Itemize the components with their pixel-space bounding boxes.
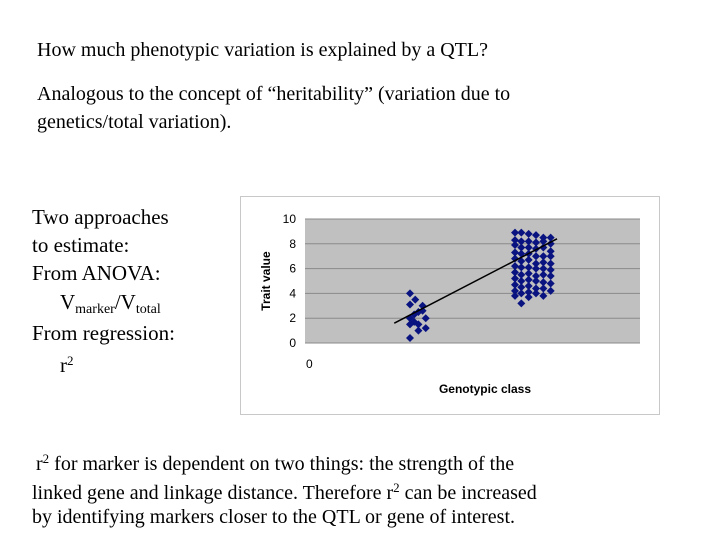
data-point-2-27 (524, 255, 533, 264)
data-point-2-30 (546, 259, 555, 268)
data-point-2-52 (532, 284, 540, 293)
data-point-2-49 (511, 280, 519, 289)
r-superscript: 2 (67, 353, 74, 368)
r-letter: r (60, 353, 67, 377)
data-point-2-54 (546, 286, 555, 295)
data-point-2-4 (532, 231, 540, 240)
data-point-2-18 (546, 247, 555, 256)
anova-formula: Vmarker/Vtotal (60, 290, 161, 322)
data-point-2-59 (539, 291, 548, 300)
data-point-1-4 (406, 300, 414, 309)
data-point-2-62 (517, 299, 526, 308)
bottom-line-1: r2 for marker is dependent on two things… (36, 447, 514, 476)
data-point-1-1 (406, 289, 414, 298)
data-point-2-45 (524, 275, 533, 284)
y-axis-label: Trait value (259, 251, 273, 311)
y-tick-label-10: 10 (283, 212, 297, 226)
y-tick-label-8: 8 (289, 237, 296, 251)
data-point-2-39 (524, 269, 533, 278)
data-point-2-48 (546, 279, 555, 288)
data-point-2-13 (511, 241, 519, 250)
bottom-line-3: by identifying markers closer to the QTL… (32, 506, 515, 528)
bottom-line-2-post: can be increased (399, 482, 537, 504)
data-point-2-58 (532, 289, 540, 298)
data-point-2-56 (517, 289, 526, 298)
bottom-line-2-sup: 2 (393, 480, 400, 495)
data-point-2-31 (511, 262, 519, 271)
data-point-2-53 (539, 284, 548, 293)
bottom-line-2: linked gene and linkage distance. Theref… (32, 476, 537, 505)
data-point-1-11 (406, 320, 414, 329)
data-point-2-43 (511, 274, 519, 283)
plot-area (305, 219, 640, 343)
data-point-2-35 (539, 264, 548, 273)
data-point-2-29 (539, 258, 548, 267)
marker-subscript: marker (75, 302, 115, 317)
data-point-2-38 (517, 270, 526, 279)
question-heading: How much phenotypic variation is explain… (37, 39, 488, 61)
data-point-2-2 (517, 228, 526, 237)
data-point-1-12 (414, 326, 423, 335)
data-point-2-25 (511, 254, 519, 263)
data-point-2-9 (524, 237, 533, 246)
data-point-2-41 (539, 270, 548, 279)
y-tick-label-4: 4 (289, 286, 296, 300)
data-point-2-10 (532, 238, 540, 247)
data-point-1-2 (411, 295, 420, 304)
data-point-2-28 (532, 259, 540, 268)
data-point-1-9 (414, 320, 423, 329)
trend-line (393, 238, 558, 324)
data-point-2-7 (511, 236, 519, 245)
data-point-2-14 (517, 243, 526, 252)
data-point-2-15 (524, 243, 533, 252)
data-point-2-36 (546, 265, 555, 274)
data-point-2-1 (511, 228, 519, 237)
data-point-2-42 (546, 272, 555, 281)
slash-v: /V (114, 290, 136, 314)
data-point-2-44 (517, 277, 526, 285)
data-point-2-55 (511, 286, 519, 295)
data-point-1-14 (410, 310, 419, 319)
approaches-line-1: Two approaches (32, 205, 169, 229)
data-point-2-23 (539, 252, 548, 261)
bottom-r-sup: 2 (42, 451, 50, 466)
data-point-2-37 (511, 268, 519, 277)
x-tick-0: 0 (306, 357, 313, 371)
bottom-line-2-pre: linked gene and linkage distance. Theref… (32, 482, 394, 504)
y-tick-label-2: 2 (289, 311, 296, 325)
data-point-2-46 (532, 277, 540, 285)
data-point-2-50 (517, 283, 526, 292)
r-squared: r2 (60, 348, 74, 378)
y-tick-label-0: 0 (289, 336, 296, 350)
data-point-2-60 (511, 291, 519, 300)
approaches-line-2: to estimate: (32, 233, 130, 257)
analogy-line-2: genetics/total variation). (37, 111, 232, 133)
data-point-1-6 (421, 314, 430, 323)
data-point-2-34 (532, 264, 540, 273)
analogy-line-1: Analogous to the concept of “heritabilit… (37, 83, 511, 105)
scatter-chart: 0 2 4 6 8 10 0 Trait value Genotypic class (240, 196, 660, 415)
regression-label: From regression: (32, 321, 175, 345)
bottom-r: r (36, 453, 43, 475)
data-point-2-32 (517, 263, 526, 272)
data-point-2-61 (524, 293, 533, 302)
data-point-2-40 (532, 272, 540, 281)
data-point-2-3 (524, 229, 533, 238)
v-marker: V (60, 290, 76, 314)
data-point-2-51 (524, 281, 533, 290)
data-point-2-11 (539, 237, 548, 246)
data-point-2-8 (517, 237, 526, 246)
total-subscript: total (135, 302, 161, 317)
data-point-2-47 (539, 278, 548, 287)
data-point-2-57 (524, 288, 533, 297)
y-tick-label-6: 6 (289, 262, 296, 276)
data-point-1-13 (406, 334, 414, 343)
anova-label: From ANOVA: (32, 261, 161, 285)
x-axis-label: Genotypic class (439, 382, 531, 396)
data-point-2-33 (524, 263, 533, 272)
bottom-line-1-text: for marker is dependent on two things: t… (49, 453, 515, 475)
data-point-1-10 (421, 324, 430, 333)
data-point-2-6 (546, 233, 555, 242)
